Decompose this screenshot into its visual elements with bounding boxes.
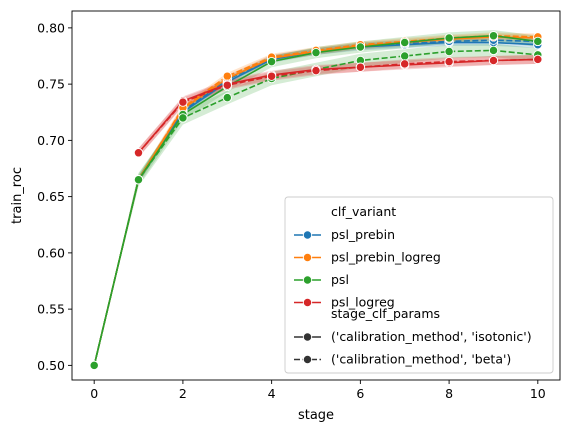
y-tick-label: 0.70: [37, 133, 65, 148]
point-psl-beta-stage-9: [488, 45, 499, 56]
legend-style-items: ('calibration_method', 'isotonic') ('cali…: [294, 329, 532, 367]
point-psl_logreg-beta-stage-2: [178, 97, 188, 107]
point-psl-isotonic-stage-8: [444, 33, 454, 43]
x-tick-label: 2: [179, 386, 187, 401]
legend-hue-title: clf_variant: [331, 204, 396, 219]
legend-label-psl_prebin_logreg: psl_prebin_logreg: [331, 250, 441, 265]
x-tick-label: 6: [356, 386, 364, 401]
series-line-psl_logreg-beta: [137, 58, 538, 154]
point-psl_logreg-beta-stage-4: [266, 71, 277, 81]
plot-frame: [71, 10, 561, 381]
point-psl_logreg-beta-stage-5: [311, 65, 321, 76]
point-psl-isotonic-stage-5: [311, 47, 321, 58]
point-psl_logreg-beta-stage-6: [355, 62, 366, 72]
point-psl_logreg-beta-stage-3: [222, 80, 232, 90]
point-psl_logreg-beta-stage-9: [488, 55, 499, 66]
point-psl-beta-stage-8: [444, 46, 454, 57]
point-psl_logreg-beta-stage-7: [400, 59, 410, 69]
x-axis-ticks: 0 2 4 6 8 10: [90, 380, 546, 401]
y-tick-label: 0.60: [37, 245, 65, 260]
y-tick-label: 0.65: [37, 189, 65, 204]
legend-box: [284, 196, 554, 374]
y-axis-ticks: 0.50 0.55 0.60 0.65 0.70 0.75 0.80: [37, 20, 72, 373]
legend-style-label-1: ('calibration_method', 'beta'): [331, 352, 511, 367]
point-psl-isotonic-stage-4: [266, 56, 277, 67]
x-tick-label: 4: [268, 386, 276, 401]
point-psl-beta-stage-3: [222, 92, 232, 103]
legend-marker-psl_prebin_logreg: [302, 252, 313, 263]
legend-label-psl_logreg: psl_logreg: [331, 295, 395, 310]
legend-marker-psl_logreg: [302, 297, 313, 308]
point-psl_logreg-beta-stage-8: [444, 56, 454, 67]
point-psl-isotonic-stage-9: [488, 31, 499, 41]
point-psl-beta-stage-1: [133, 175, 144, 185]
point-psl_prebin_logreg-beta-stage-3: [222, 71, 232, 81]
legend-style-title: stage_clf_params: [331, 306, 440, 321]
point-psl-isotonic-stage-6: [355, 42, 366, 52]
y-tick-label: 0.50: [37, 358, 65, 373]
legend-marker-psl: [302, 275, 313, 285]
point-psl_logreg-beta-stage-10: [533, 54, 543, 65]
legend-style-marker-1: [302, 354, 313, 365]
legend-style-marker-0: [302, 332, 313, 342]
y-tick-label: 0.80: [37, 20, 65, 35]
point-psl-beta-stage-2: [178, 113, 188, 123]
legend: clf_variant psl_prebinpsl_prebin_logregp…: [284, 196, 554, 374]
point-psl-beta-stage-0: [89, 360, 99, 371]
legend-label-psl: psl: [331, 272, 349, 287]
y-tick-label: 0.55: [37, 302, 65, 317]
point-psl-beta-stage-7: [400, 51, 410, 61]
series-markers: [89, 31, 543, 371]
x-axis-label: stage: [298, 408, 334, 423]
y-axis-label: train_roc: [10, 167, 25, 224]
point-psl_logreg-beta-stage-1: [133, 148, 144, 158]
x-tick-label: 10: [530, 386, 546, 401]
legend-style-label-0: ('calibration_method', 'isotonic'): [331, 329, 532, 344]
point-psl-isotonic-stage-7: [400, 37, 410, 48]
x-tick-label: 0: [90, 386, 98, 401]
legend-label-psl_prebin: psl_prebin: [331, 227, 395, 242]
y-tick-label: 0.75: [37, 77, 65, 92]
point-psl-isotonic-stage-10: [533, 36, 543, 47]
legend-marker-psl_prebin: [302, 230, 313, 240]
x-tick-label: 8: [445, 386, 453, 401]
